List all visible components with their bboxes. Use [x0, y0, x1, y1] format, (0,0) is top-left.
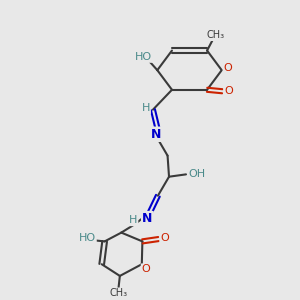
Text: H: H	[129, 215, 137, 225]
Text: CH₃: CH₃	[109, 289, 128, 298]
Text: N: N	[151, 128, 162, 141]
Text: O: O	[224, 63, 233, 73]
Text: O: O	[160, 233, 169, 244]
Text: OH: OH	[188, 169, 206, 179]
Text: O: O	[224, 86, 233, 96]
Text: H: H	[141, 103, 150, 113]
Text: HO: HO	[79, 232, 96, 243]
Text: HO: HO	[135, 52, 152, 62]
Text: N: N	[142, 212, 153, 225]
Text: O: O	[142, 265, 151, 275]
Text: CH₃: CH₃	[207, 30, 225, 40]
